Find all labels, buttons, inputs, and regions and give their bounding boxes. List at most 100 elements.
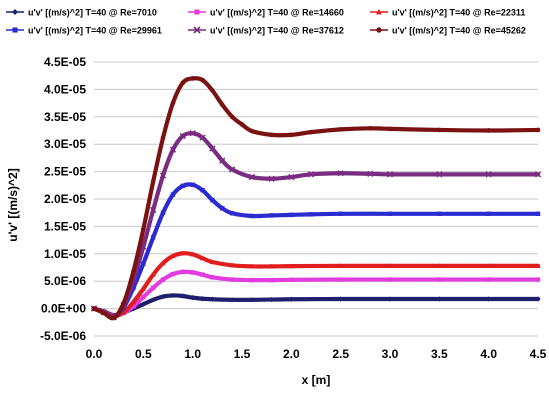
data-point: [268, 175, 275, 182]
data-point: [131, 304, 136, 309]
data-point: [210, 88, 215, 93]
legend-marker: [193, 26, 201, 34]
data-point: [249, 263, 255, 269]
data-point: [189, 130, 196, 137]
data-point: [209, 145, 216, 152]
x-tick-label: 2.0: [283, 347, 300, 361]
data-point: [141, 294, 146, 300]
data-point: [150, 297, 156, 303]
legend-label: u'v' [(m/s)^2] T=40 @ Re=7010: [28, 8, 157, 18]
y-tick-label: 3.0E-05: [44, 137, 86, 151]
data-point: [160, 135, 166, 140]
x-tick-label: 2.5: [332, 347, 349, 361]
x-tick-label: 0.5: [135, 347, 152, 361]
data-point: [199, 134, 206, 141]
data-point: [338, 211, 343, 217]
data-point: [170, 271, 176, 277]
y-tick-label: 1.5E-05: [44, 219, 86, 233]
data-point: [436, 171, 443, 178]
x-tick-label: 4.0: [480, 347, 497, 361]
data-point: [269, 277, 274, 283]
data-point: [131, 285, 136, 290]
data-point: [338, 263, 344, 268]
y-tick-label: 2.5E-05: [44, 165, 86, 179]
y-axis-label: u'v' [(m/s)^2]: [6, 168, 20, 241]
data-point: [249, 213, 255, 219]
data-point: [387, 263, 393, 268]
data-point: [190, 270, 195, 275]
data-point: [269, 213, 274, 218]
legend-entry: u'v' [(m/s)^2] T=40 @ Re=37612: [188, 26, 344, 36]
data-point: [180, 269, 186, 275]
data-point: [229, 114, 235, 120]
x-tick-label: 1.0: [184, 347, 201, 361]
data-point: [210, 275, 215, 280]
series-group: [90, 76, 542, 321]
data-point: [535, 127, 541, 133]
data-point: [239, 122, 245, 127]
data-point: [288, 132, 294, 138]
legend-marker: [194, 9, 200, 15]
y-tick-label: 5.0E-06: [44, 274, 86, 288]
x-tick-label: 3.0: [382, 347, 399, 361]
data-point: [535, 277, 541, 282]
data-point: [220, 206, 225, 211]
legend-label: u'v' [(m/s)^2] T=40 @ Re=29961: [28, 26, 162, 36]
data-point: [307, 171, 315, 178]
legend-entry: u'v' [(m/s)^2] T=40 @ Re=22311: [370, 8, 525, 18]
legend-marker: [12, 27, 18, 33]
data-point: [131, 268, 136, 274]
data-point: [248, 173, 256, 181]
data-point: [338, 296, 344, 302]
data-point: [229, 297, 235, 303]
data-point: [150, 235, 156, 240]
data-point: [386, 171, 394, 178]
data-point: [160, 210, 166, 215]
data-point: [150, 285, 156, 290]
data-point: [338, 127, 344, 132]
data-point: [160, 277, 166, 282]
gridlines: [94, 61, 538, 337]
data-point: [170, 192, 176, 197]
data-point: [111, 315, 117, 321]
series-6: [91, 76, 541, 321]
legend-label: u'v' [(m/s)^2] T=40 @ Re=37612: [210, 26, 344, 36]
y-tick-label: 4.0E-05: [44, 82, 86, 96]
data-point: [190, 182, 195, 187]
data-point: [170, 253, 176, 259]
data-point: [140, 226, 146, 232]
data-point: [367, 125, 373, 131]
data-point: [436, 127, 442, 133]
legend-marker: [12, 9, 18, 15]
data-point: [209, 296, 215, 302]
legend-label: u'v' [(m/s)^2] T=40 @ Re=45262: [392, 26, 526, 36]
data-point: [269, 296, 275, 303]
data-point: [289, 212, 294, 218]
data-point: [180, 293, 186, 299]
data-point: [308, 129, 314, 135]
data-point: [121, 309, 127, 315]
data-point: [486, 211, 491, 217]
series-5: [90, 130, 542, 321]
data-point: [180, 80, 186, 86]
data-point: [121, 300, 126, 306]
data-point: [387, 211, 393, 217]
y-tick-label: 1.0E-05: [44, 247, 86, 261]
data-point: [140, 286, 146, 291]
data-point: [140, 301, 146, 307]
data-point: [199, 296, 206, 302]
data-point: [179, 132, 186, 140]
y-tick-label: -5.0E-06: [40, 329, 86, 343]
data-point: [387, 126, 393, 132]
x-tick-label: 3.5: [431, 347, 448, 361]
data-point: [209, 259, 215, 265]
data-point: [249, 277, 255, 283]
data-point: [160, 293, 166, 300]
series-line: [91, 269, 541, 318]
data-point: [190, 295, 196, 301]
data-point: [170, 292, 176, 299]
legend-entry: u'v' [(m/s)^2] T=40 @ Re=45262: [370, 26, 526, 36]
data-point: [159, 172, 167, 179]
data-point: [288, 173, 295, 181]
